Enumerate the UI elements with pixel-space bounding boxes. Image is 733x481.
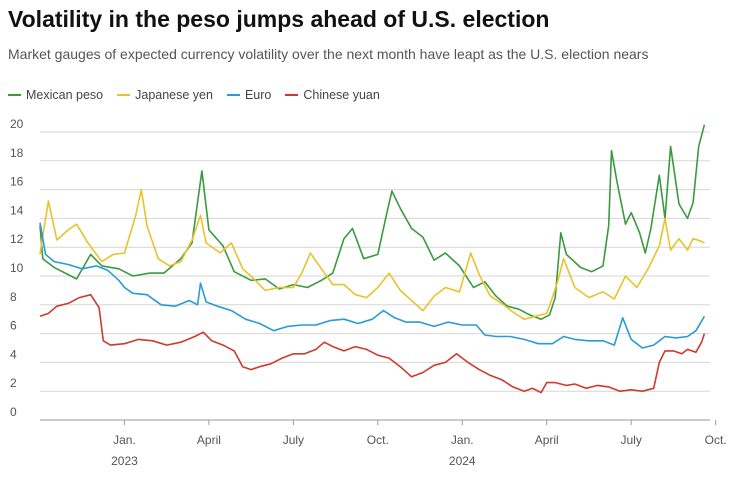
x-tick-label-7: Oct.	[705, 433, 727, 447]
chart-subtitle: Market gauges of expected currency volat…	[8, 46, 649, 62]
x-tick-label-3: Oct.	[367, 433, 389, 447]
x-tick-year-4: 2024	[449, 454, 476, 468]
chart-title: Volatility in the peso jumps ahead of U.…	[8, 6, 550, 32]
y-tick-label-20: 20	[10, 117, 24, 131]
series-line-euro	[39, 222, 706, 349]
legend-label-peso: Mexican peso	[26, 88, 104, 102]
legend-swatch-peso	[8, 94, 21, 96]
y-tick-label-14: 14	[10, 203, 24, 217]
legend-item-yuan: Chinese yuan	[285, 88, 380, 102]
y-tick-label-8: 8	[10, 290, 17, 304]
x-tick-label-0: Jan.	[113, 433, 136, 447]
y-tick-label-0: 0	[10, 405, 17, 419]
y-tick-label-10: 10	[10, 261, 24, 275]
x-tick-label-2: July	[283, 433, 304, 447]
legend-label-euro: Euro	[244, 88, 272, 102]
x-tick-label-1: April	[197, 433, 221, 447]
legend-item-yen: Japanese yen	[117, 88, 213, 102]
legend-swatch-euro	[226, 94, 240, 96]
y-tick-label-6: 6	[10, 319, 17, 333]
series-line-mexican-peso	[39, 124, 706, 320]
series-line-japanese-yen	[39, 188, 705, 320]
y-tick-label-12: 12	[10, 232, 24, 246]
y-tick-label-4: 4	[10, 347, 17, 361]
y-tick-label-2: 2	[10, 376, 17, 390]
x-tick-label-6: July	[621, 433, 642, 447]
legend-label-yen: Japanese yen	[135, 88, 213, 102]
y-tick-label-16: 16	[10, 175, 24, 189]
legend-item-peso: Mexican peso	[8, 88, 103, 102]
x-tick-label-4: Jan.	[451, 433, 474, 447]
x-tick-year-0: 2023	[111, 454, 138, 468]
legend-swatch-yen	[117, 94, 131, 96]
legend: Mexican peso Japanese yen Euro Chinese y…	[8, 88, 380, 102]
legend-swatch-yuan	[285, 94, 299, 96]
series-line-chinese-yuan	[39, 293, 706, 394]
legend-label-yuan: Chinese yuan	[303, 88, 380, 102]
legend-item-euro: Euro	[226, 88, 272, 102]
y-tick-label-18: 18	[10, 146, 24, 160]
x-tick-label-5: April	[535, 433, 559, 447]
